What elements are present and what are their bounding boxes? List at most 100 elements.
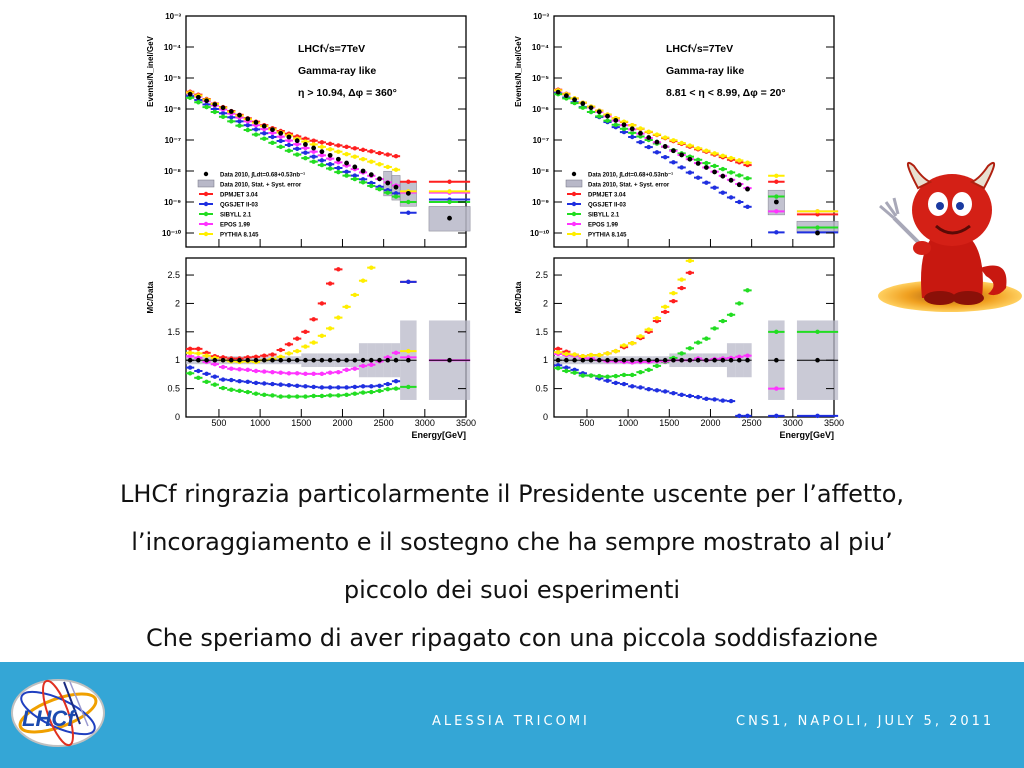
x-tick-label: 3000: [783, 418, 803, 428]
ratio-point-epos: [352, 366, 358, 371]
spectrum-data-point: [344, 160, 349, 166]
spectrum-point-qgsjet: [253, 127, 259, 132]
ratio-data-point: [237, 357, 242, 363]
ratio-data-point: [270, 357, 275, 363]
ratio-data-point: [720, 357, 726, 363]
ratio-point-sibyll: [646, 367, 651, 373]
ratio-data-point: [187, 357, 193, 363]
spectrum-point-qgsjet: [393, 191, 399, 196]
ratio-point-pythia: [613, 348, 618, 354]
spectrum-point-dpmjet: [377, 150, 382, 156]
chart-panel-1: 10⁻³ 10⁻⁴ 10⁻⁵ 10⁻⁶ 10⁻⁷ 10⁻⁸ 10⁻⁹ 10⁻¹⁰ Events/…: [146, 12, 476, 440]
ratio-y-tick-label: 1: [175, 355, 180, 365]
ratio-point-sibyll: [327, 393, 333, 398]
ratio-point-pythia: [187, 350, 193, 356]
spectrum-data-point: [311, 145, 317, 151]
ratio-point-sibyll: [336, 393, 341, 398]
ratio-point-sibyll: [294, 394, 300, 399]
spectrum-y-tick-label: 10⁻⁶: [532, 105, 549, 114]
ratio-point-qgsjet: [646, 386, 651, 392]
x-tick-label: 500: [211, 418, 226, 428]
spectrum-point-qgsjet: [654, 150, 660, 155]
spectrum-point-epos: [327, 156, 333, 161]
ratio-point-pythia: [580, 354, 586, 359]
spectrum-data-point: [270, 127, 275, 133]
spectrum-point-sibyll: [588, 109, 594, 115]
spectrum-data-point: [736, 182, 742, 188]
ratio-point-dpmjet: [253, 354, 259, 360]
ratio-point-pythia: [588, 352, 594, 358]
ratio-point-epos: [336, 369, 341, 375]
spectrum-point-sibyll: [204, 104, 209, 110]
spectrum-y-tick-label: 10⁻³: [533, 12, 549, 21]
ratio-point-pythia: [204, 353, 209, 358]
legend-marker: [571, 201, 577, 207]
spectrum-point-epos: [286, 138, 292, 143]
legend-marker: [203, 221, 209, 227]
ratio-point-sibyll: [555, 365, 561, 371]
ratio-point-epos: [237, 367, 242, 372]
caption-line-2: l’incoraggiamento e il sostegno che ha s…: [131, 528, 893, 556]
ratio-data-point: [385, 357, 391, 363]
chart-annotation: Gamma-ray like: [666, 65, 744, 77]
spectrum-point-pythia: [385, 164, 390, 170]
spectrum-point-qgsjet: [745, 204, 750, 210]
ratio-point-epos: [303, 371, 308, 377]
ratio-point-sibyll: [385, 386, 390, 392]
spectrum-point-pythia: [815, 209, 820, 214]
ratio-data-point: [596, 357, 602, 363]
ratio-point-sibyll: [377, 388, 382, 394]
ratio-point-dpmjet: [555, 346, 561, 352]
spectrum-point-pythia: [646, 129, 651, 134]
ratio-point-sibyll: [687, 346, 693, 351]
ratio-y-tick-label: 0: [543, 412, 548, 422]
spectrum-data-point: [303, 142, 308, 147]
legend-marker: [571, 191, 577, 197]
ratio-point-sibyll: [704, 336, 709, 341]
ratio-point-sibyll: [212, 382, 218, 387]
ratio-point-sibyll: [630, 372, 635, 378]
spectrum-point-qgsjet: [319, 158, 325, 163]
slide-footer: LHCf ALESSIA TRICOMI CNS1, NAPOLI, JULY …: [0, 662, 1024, 768]
ratio-point-sibyll: [245, 389, 250, 395]
ratio-data-point: [704, 357, 709, 363]
spectrum-point-sibyll: [336, 169, 341, 175]
caption-line-1: LHCf ringrazia particolarmente il Presid…: [119, 480, 905, 508]
legend-label: Data 2010, Stat. + Syst. error: [220, 183, 302, 189]
spectrum-point-qgsjet: [662, 154, 668, 160]
spectrum-y-tick-label: 10⁻⁷: [533, 136, 549, 145]
ratio-point-pythia: [679, 277, 684, 282]
ratio-point-pythia: [638, 334, 643, 339]
spectrum-point-sibyll: [327, 166, 333, 171]
chart-annotation: 8.81 < η < 8.99, Δφ = 20°: [666, 87, 786, 99]
ratio-data-point: [278, 357, 284, 363]
spectrum-y-axis-label: Events/N_inel/GeV: [146, 35, 155, 106]
x-tick-label: 1000: [618, 418, 638, 428]
spectrum-y-tick-label: 10⁻⁵: [164, 74, 181, 83]
legend-marker: [571, 211, 577, 217]
spectrum-data-point: [712, 169, 717, 175]
ratio-point-qgsjet: [229, 377, 234, 383]
ratio-point-dpmjet: [679, 285, 684, 291]
ratio-data-point: [406, 357, 411, 363]
legend-marker: [571, 231, 577, 237]
ratio-point-qgsjet: [245, 379, 250, 384]
spectrum-point-sibyll: [278, 144, 283, 150]
ratio-point-dpmjet: [336, 267, 341, 272]
ratio-point-qgsjet: [369, 384, 374, 389]
spectrum-data-point: [687, 156, 693, 162]
spectrum-point-qgsjet: [229, 115, 234, 120]
spectrum-point-sibyll: [377, 186, 382, 192]
spectrum-y-tick-label: 10⁻⁴: [164, 43, 181, 52]
spectrum-y-tick-label: 10⁻¹⁰: [162, 229, 182, 238]
ratio-point-qgsjet: [187, 365, 193, 370]
ratio-point-sibyll: [319, 393, 325, 399]
spectrum-point-dpmjet: [406, 179, 411, 184]
ratio-point-pythia: [671, 291, 676, 296]
ratio-point-sibyll: [679, 351, 684, 356]
ratio-point-dpmjet: [294, 336, 300, 341]
spectrum-data-point: [278, 130, 284, 136]
ratio-data-point: [212, 357, 218, 363]
ratio-data-point: [679, 357, 684, 363]
chart-legend: Data 2010, ∫Ldt=0.68+0.53nb⁻¹ Data 2010, …: [197, 172, 305, 239]
